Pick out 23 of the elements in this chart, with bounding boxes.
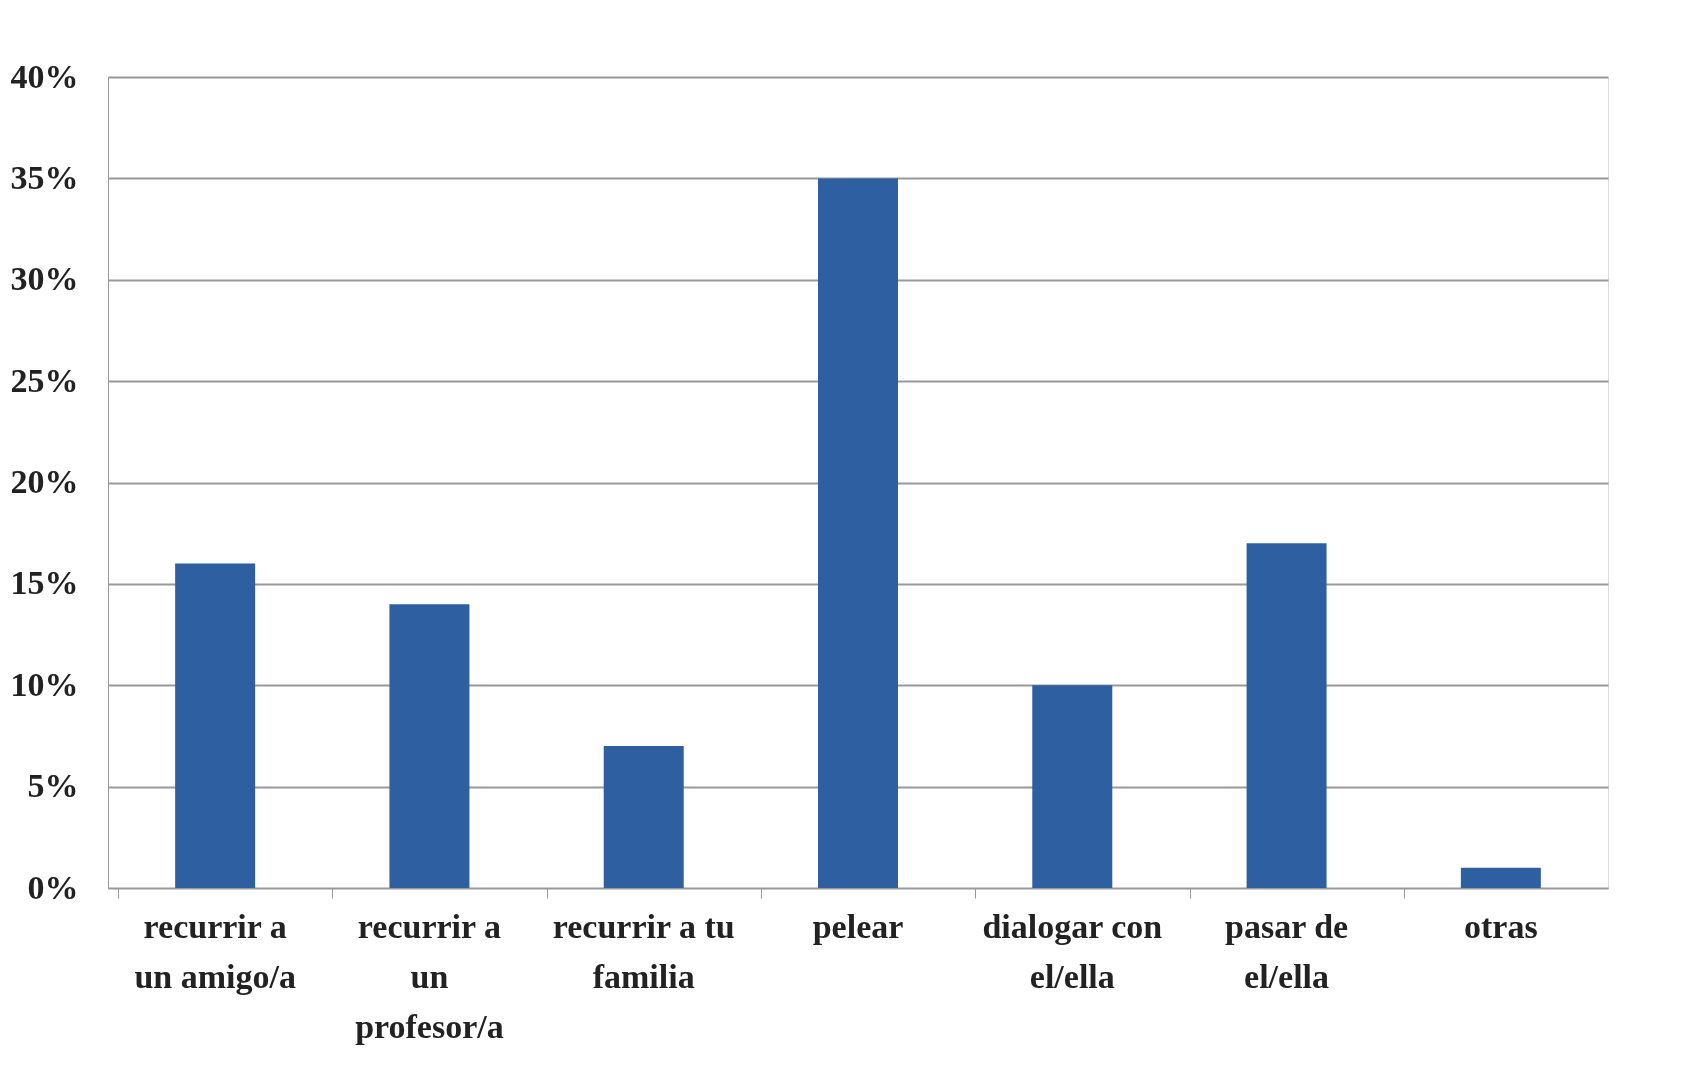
y-tick-label: 0% (27, 868, 79, 906)
y-tick-label: 25% (10, 361, 79, 399)
x-tick-label: recurrir a un profesor/a (355, 907, 504, 1045)
bar (175, 563, 256, 888)
bar (1032, 685, 1113, 888)
y-tick-label: 15% (10, 564, 79, 602)
bar (1246, 543, 1327, 888)
x-tick-label: pelear (812, 907, 904, 945)
bar (1460, 867, 1541, 888)
y-tick-label: 5% (27, 767, 79, 805)
bar (603, 746, 684, 888)
y-tick-label: 20% (10, 463, 79, 500)
x-tick-label: recurrir a tu familia (552, 907, 735, 995)
x-tick-label: pasar de el/ella (1225, 907, 1349, 995)
y-tick-label: 35% (10, 158, 79, 196)
x-tick-label: otras (1464, 907, 1538, 945)
y-tick-label: 40% (10, 57, 79, 95)
bar (818, 178, 898, 888)
y-tick-label: 30% (10, 260, 79, 298)
x-tick-label: recurrir a un amigo/a (134, 907, 296, 995)
bar (389, 604, 470, 888)
x-tick-label: dialogar con el/ella (982, 907, 1163, 995)
y-tick-label: 10% (10, 665, 79, 703)
